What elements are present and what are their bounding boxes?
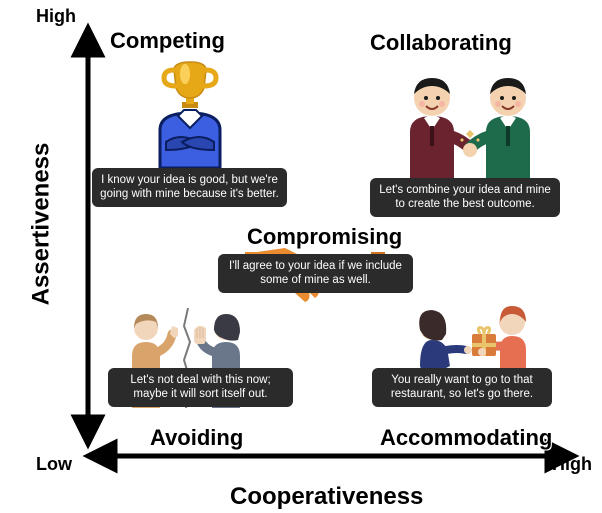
avoiding-title: Avoiding	[150, 425, 243, 451]
collaborating-title: Collaborating	[370, 30, 512, 56]
collaborating-caption: Let's combine your idea and mine to crea…	[370, 178, 560, 217]
x-axis-title: Cooperativeness	[230, 483, 423, 511]
compromising-caption: I'll agree to your idea if we include so…	[218, 254, 413, 293]
competing-icon	[140, 58, 240, 168]
competing-title: Competing	[110, 28, 225, 54]
conflict-styles-diagram: High Low High Assertiveness Cooperativen…	[0, 0, 602, 513]
y-axis-low-marker: Low	[36, 454, 72, 475]
y-axis-title: Assertiveness	[27, 143, 55, 306]
compromising-title: Compromising	[247, 224, 402, 250]
competing-caption: I know your idea is good, but we're goin…	[92, 168, 287, 207]
accommodating-title: Accommodating	[380, 425, 552, 451]
accommodating-caption: You really want to go to that restaurant…	[372, 368, 552, 407]
y-axis-high-marker: High	[36, 6, 76, 27]
avoiding-caption: Let's not deal with this now; maybe it w…	[108, 368, 293, 407]
x-axis-high-marker: High	[552, 454, 592, 475]
collaborating-icon	[380, 70, 560, 180]
